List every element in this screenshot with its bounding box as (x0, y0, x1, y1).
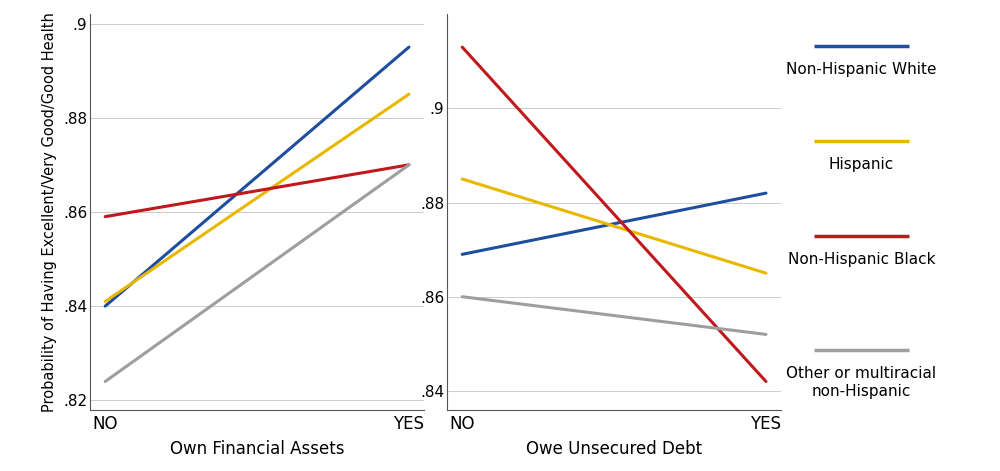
Text: Other or multiracial
non-Hispanic: Other or multiracial non-Hispanic (786, 366, 936, 398)
Text: Non-Hispanic White: Non-Hispanic White (786, 62, 937, 77)
Text: Non-Hispanic Black: Non-Hispanic Black (788, 252, 935, 267)
Text: Hispanic: Hispanic (829, 156, 894, 171)
Y-axis label: Probability of Having Excellent/Very Good/Good Health: Probability of Having Excellent/Very Goo… (42, 12, 57, 412)
X-axis label: Own Financial Assets: Own Financial Assets (170, 440, 344, 458)
X-axis label: Owe Unsecured Debt: Owe Unsecured Debt (526, 440, 702, 458)
